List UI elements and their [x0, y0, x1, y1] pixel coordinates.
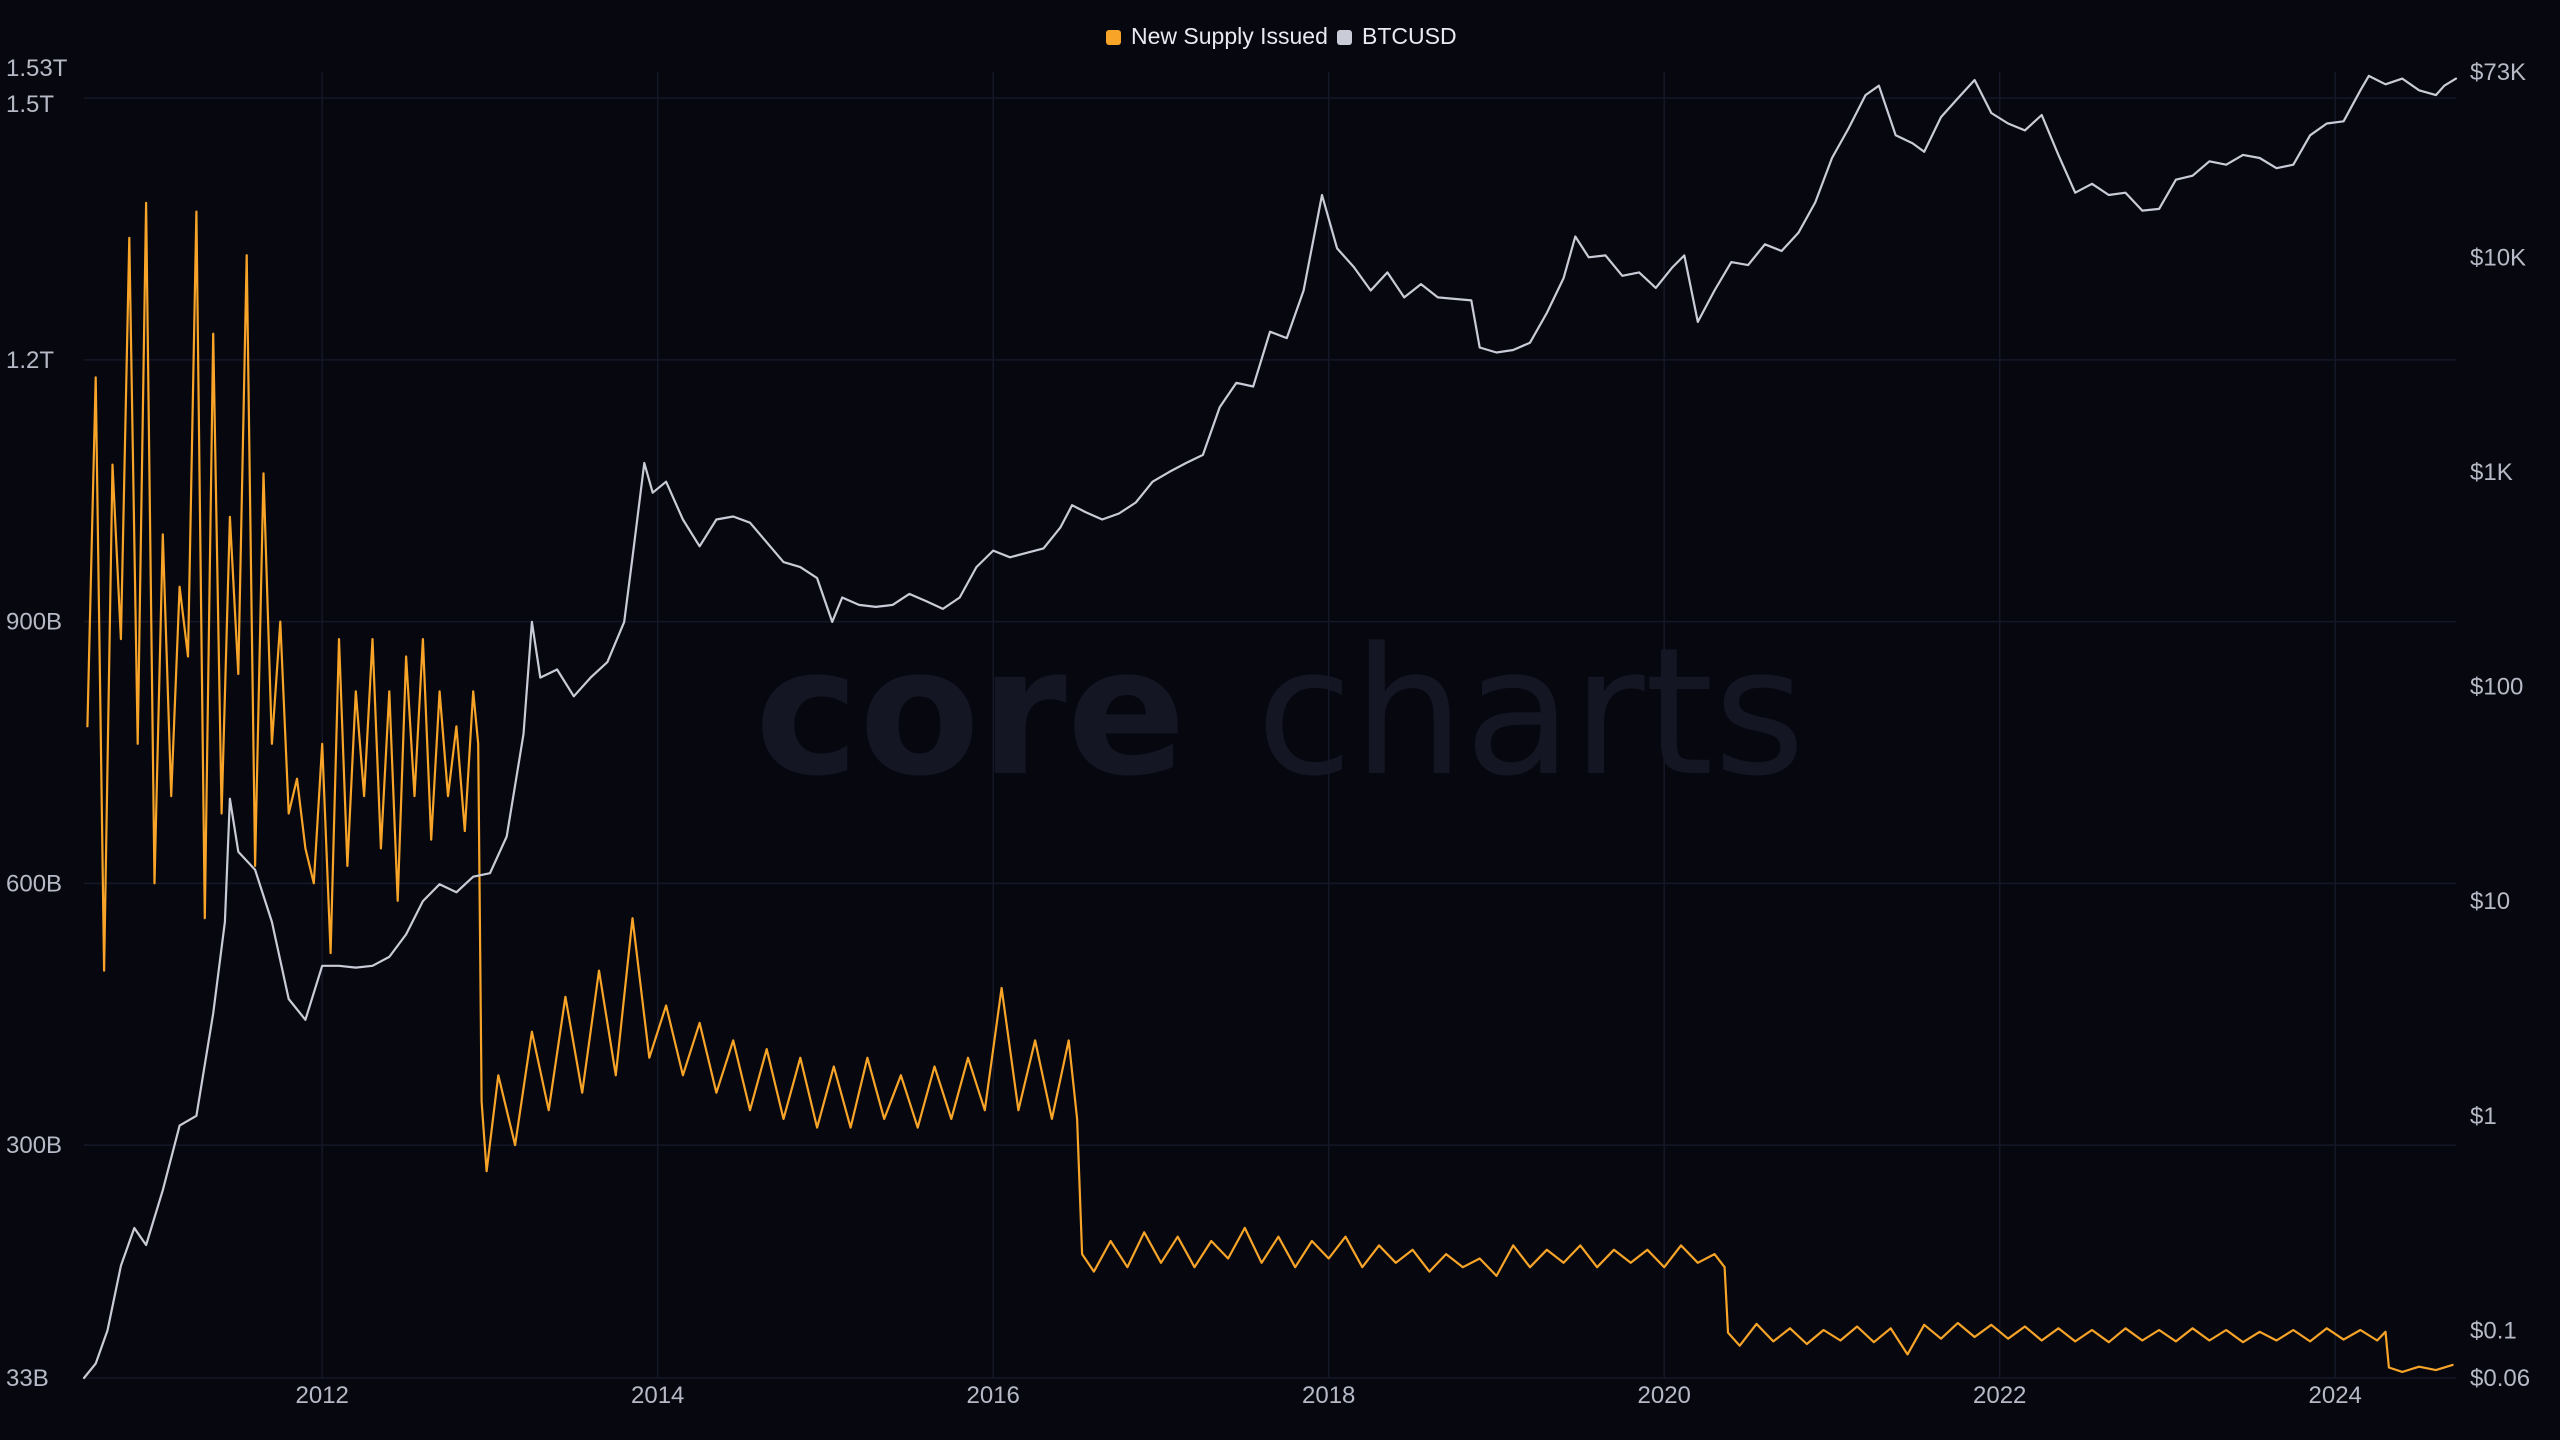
legend-swatch-btcusd: [1337, 30, 1352, 45]
legend-item-new-supply-issued[interactable]: New Supply Issued: [1106, 23, 1328, 49]
left-tick-label: 900B: [6, 609, 62, 636]
x-tick-label: 2020: [1638, 1382, 1691, 1409]
x-axis: 2012 2014 2016 2018 2020 2022 2024: [296, 1382, 2362, 1409]
series-new-supply-issued: [86, 201, 2454, 1373]
legend: New Supply Issued BTCUSD: [1106, 23, 1457, 49]
right-tick-label: $10K: [2470, 244, 2526, 271]
left-tick-label: 1.5T: [6, 91, 54, 118]
right-tick-label: $0.1: [2470, 1317, 2517, 1344]
left-tick-label: 1.2T: [6, 347, 54, 374]
right-axis: $0.06 $0.1 $1 $10 $100 $1K $10K $73K: [2470, 59, 2530, 1392]
svg-text:core charts: core charts: [755, 610, 1806, 815]
watermark-part2: charts: [1256, 610, 1805, 815]
legend-swatch-new-supply-issued: [1106, 30, 1121, 45]
watermark: core charts: [755, 610, 1806, 815]
left-tick-label: 1.53T: [6, 55, 68, 82]
right-tick-label: $10: [2470, 888, 2510, 915]
x-tick-label: 2018: [1302, 1382, 1355, 1409]
right-tick-label: $73K: [2470, 59, 2526, 86]
legend-label-new-supply-issued: New Supply Issued: [1131, 23, 1328, 49]
left-tick-label: 600B: [6, 870, 62, 897]
x-tick-label: 2024: [2309, 1382, 2362, 1409]
right-tick-label: $0.06: [2470, 1365, 2530, 1392]
legend-item-btcusd[interactable]: BTCUSD: [1337, 23, 1457, 49]
right-tick-label: $1: [2470, 1103, 2497, 1130]
series-line-new-supply-issued: [86, 201, 2454, 1373]
right-tick-label: $100: [2470, 674, 2523, 701]
series-line-btcusd: [82, 74, 2458, 1380]
series-btcusd: [82, 74, 2458, 1380]
x-tick-label: 2012: [296, 1382, 349, 1409]
x-tick-label: 2014: [631, 1382, 684, 1409]
left-axis: 33B 300B 600B 900B 1.2T 1.5T 1.53T: [6, 55, 68, 1392]
watermark-part1: core: [755, 610, 1186, 815]
left-tick-label: 300B: [6, 1132, 62, 1159]
legend-label-btcusd: BTCUSD: [1362, 23, 1457, 49]
left-tick-label: 33B: [6, 1365, 49, 1392]
x-tick-label: 2016: [967, 1382, 1020, 1409]
x-tick-label: 2022: [1973, 1382, 2026, 1409]
right-tick-label: $1K: [2470, 459, 2513, 486]
